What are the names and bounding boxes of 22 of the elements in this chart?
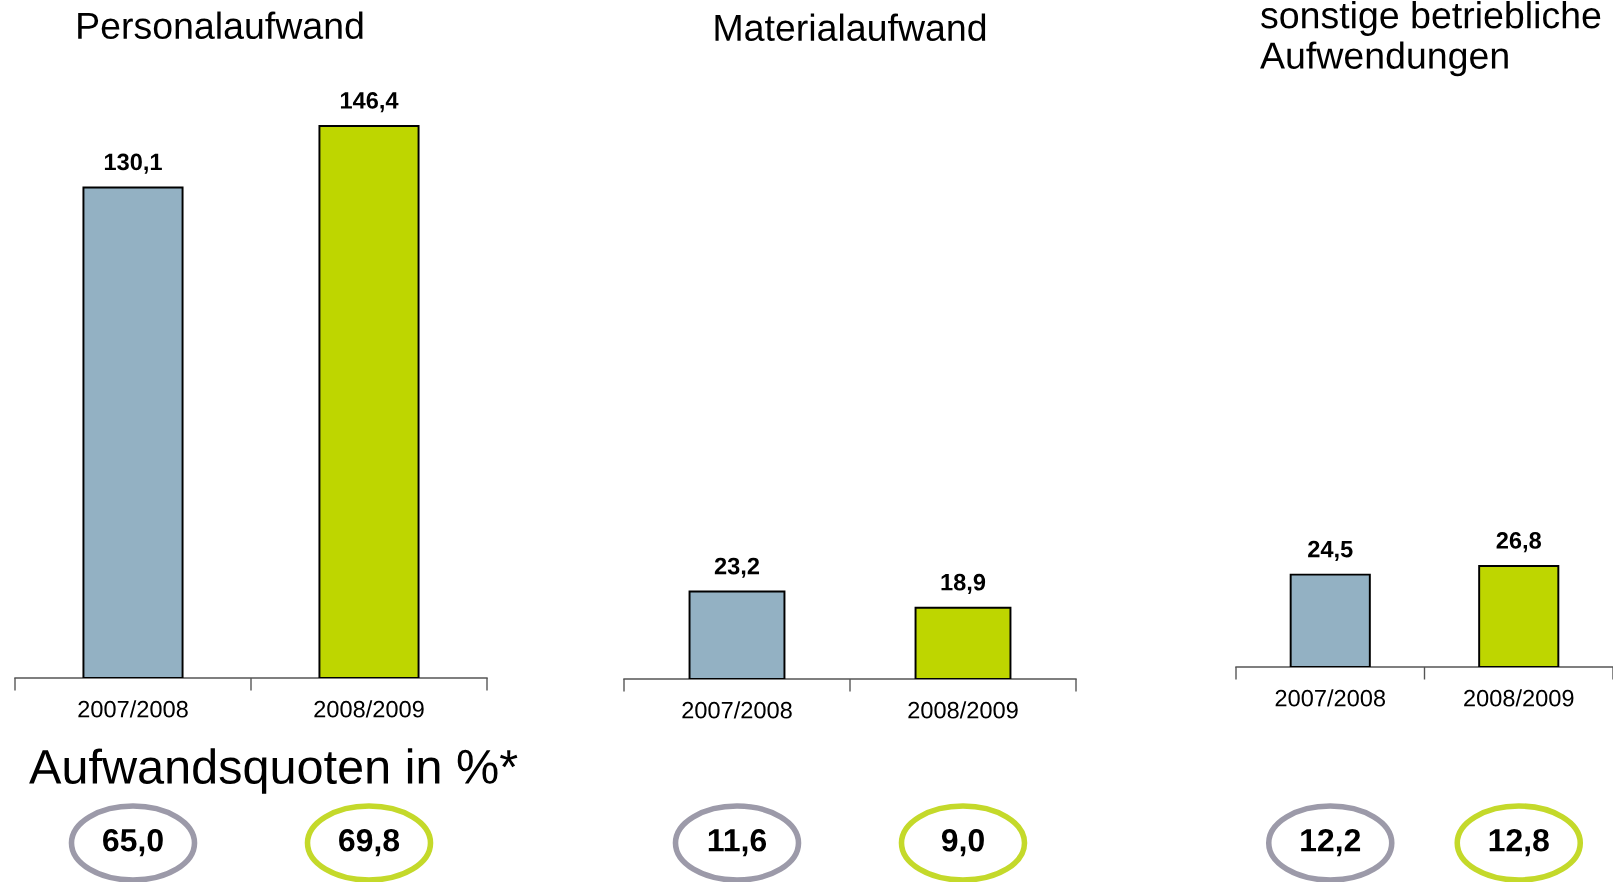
x-tick-label: 2007/2008 — [682, 701, 792, 719]
chart-title: Personalaufwand — [78, 11, 363, 40]
x-tick-label: 2008/2009 — [908, 701, 1018, 719]
data-label: 23,2 — [714, 557, 760, 578]
data-label: 130,1 — [104, 153, 162, 174]
data-label: 24,5 — [1308, 540, 1353, 561]
data-label: 146,4 — [340, 92, 399, 113]
data-label: 11,6 — [708, 828, 767, 857]
chart-title: Materialaufwand — [715, 13, 986, 42]
data-label: 65,0 — [103, 828, 163, 857]
data-label: 26,8 — [1496, 532, 1542, 553]
x-tick-label: 2007/2008 — [1275, 689, 1386, 707]
chart-title: sonstige betriebliche Aufwendungen — [1260, 1, 1601, 77]
x-tick-label: 2008/2009 — [314, 700, 424, 718]
x-tick-label: 2008/2009 — [1464, 689, 1574, 707]
text: Aufwandsquoten in %* — [29, 748, 518, 794]
data-label: 12,2 — [1301, 828, 1361, 857]
x-tick-label: 2007/2008 — [78, 700, 188, 718]
data-label: 18,9 — [941, 573, 986, 594]
data-label: 9,0 — [941, 828, 984, 857]
data-label: 12,8 — [1489, 828, 1549, 857]
data-label: 69,8 — [339, 828, 400, 857]
